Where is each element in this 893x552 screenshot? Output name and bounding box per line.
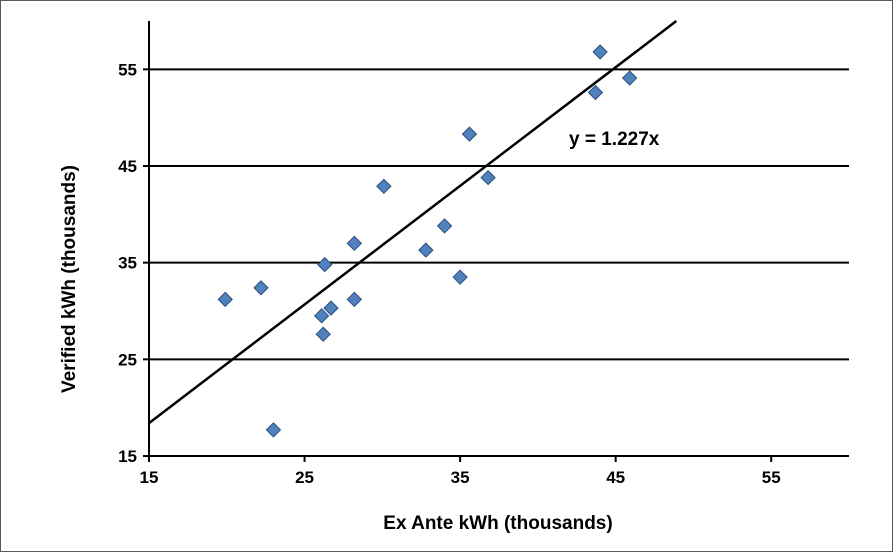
data-point <box>313 308 330 324</box>
data-point <box>265 422 282 438</box>
trendline <box>148 20 678 425</box>
data-point <box>592 44 608 60</box>
y-tick-label: 45 <box>118 157 137 176</box>
data-point <box>587 84 604 101</box>
data-point <box>346 235 363 252</box>
data-point <box>480 169 496 186</box>
data-point <box>436 218 453 234</box>
data-point <box>376 178 392 195</box>
x-tick-label: 25 <box>295 468 314 487</box>
data-point <box>317 256 333 273</box>
data-point <box>346 291 363 308</box>
y-tick-label: 15 <box>118 447 137 466</box>
x-axis-title: Ex Ante kWh (thousands) <box>383 513 612 534</box>
x-tick-label: 15 <box>140 468 159 487</box>
data-point <box>315 326 331 342</box>
x-tick-label: 45 <box>606 468 625 487</box>
data-point <box>323 300 339 316</box>
gridlines <box>149 68 849 361</box>
data-point <box>461 126 478 142</box>
tick-labels: 15 25 35 45 55 15 25 35 45 55 <box>118 60 781 487</box>
data-point <box>418 242 434 258</box>
y-tick-label: 25 <box>118 350 137 369</box>
trendline-group <box>148 20 678 425</box>
data-point <box>621 70 638 86</box>
x-tick-label: 35 <box>451 468 470 487</box>
axes <box>143 21 849 462</box>
y-tick-label: 55 <box>118 60 137 79</box>
data-point <box>452 269 468 285</box>
data-point <box>253 280 269 296</box>
trendline-equation: y = 1.227x <box>569 129 660 150</box>
y-tick-label: 35 <box>118 254 137 273</box>
y-axis-title: Verified kWh (thousands) <box>59 165 80 393</box>
x-tick-label: 55 <box>762 468 781 487</box>
data-points <box>217 44 638 438</box>
data-point <box>217 291 233 308</box>
